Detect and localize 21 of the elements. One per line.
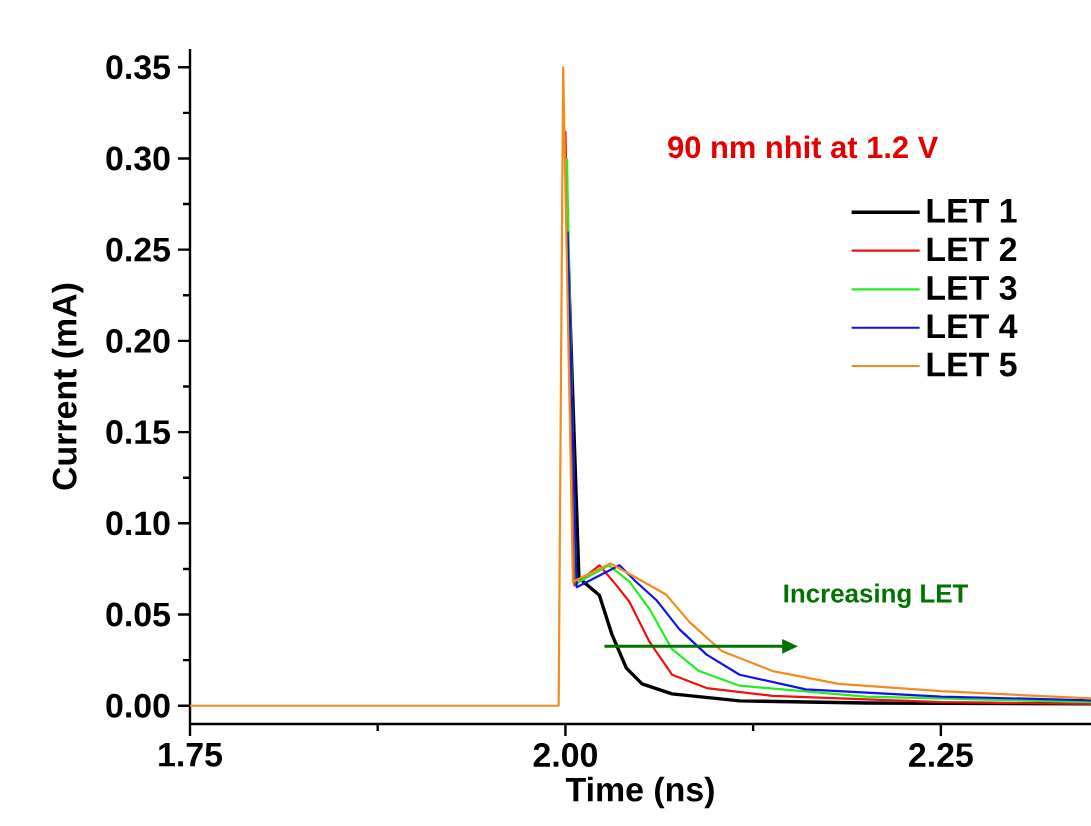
y-tick-label: 0.00 (106, 693, 170, 718)
annotation: 90 nm nhit at 1.2 V (668, 135, 939, 159)
y-tick-label: 0.20 (106, 328, 170, 353)
y-axis-title: Current (mA) (51, 283, 84, 490)
x-axis-title: Time (ns) (565, 776, 714, 809)
legend-label: LET 3 (927, 275, 1017, 301)
y-tick-label: 0.30 (106, 146, 170, 171)
legend-label: LET 4 (927, 314, 1018, 338)
legend-label: LET 5 (927, 352, 1017, 377)
y-tick-label: 0.05 (106, 602, 171, 627)
y-tick-label: 0.25 (106, 237, 171, 262)
y-tick-label: 0.10 (106, 511, 170, 536)
legend-label: LET 2 (927, 237, 1017, 262)
x-tick-label: 1.75 (159, 743, 223, 767)
legend-label: LET 1 (927, 199, 1017, 223)
y-tick-label: 0.35 (106, 55, 171, 80)
annotation: Increasing LET (784, 583, 969, 608)
y-tick-label: 0.15 (106, 420, 171, 445)
line-series (188, 66, 1091, 707)
x-tick-label: 2.00 (533, 743, 597, 768)
x-tick-label: 2.25 (909, 743, 973, 768)
